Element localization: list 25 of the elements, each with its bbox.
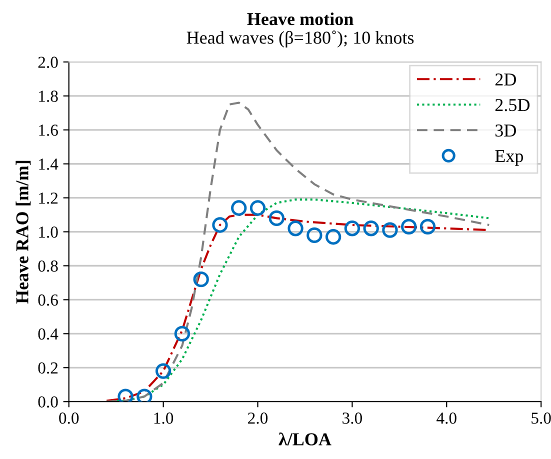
x-tick-label: 0.0 bbox=[59, 412, 79, 424]
y-tick-label: 1.4 bbox=[39, 158, 58, 170]
chart-subtitle: Head waves (β=180˚); 10 knots bbox=[186, 30, 414, 48]
x-axis-title: λ/LOA bbox=[278, 432, 332, 446]
y-tick-label: 0.4 bbox=[38, 328, 58, 340]
y-tick-label: 0.0 bbox=[38, 396, 58, 408]
x-tick-label: 3.0 bbox=[342, 412, 362, 424]
x-tick-label: 1.0 bbox=[154, 412, 174, 424]
legend-label: 2.5D bbox=[495, 98, 530, 112]
y-tick-label: 1.6 bbox=[39, 124, 58, 136]
chart-title: Heave motion bbox=[247, 12, 354, 26]
x-tick-label: 4.0 bbox=[436, 412, 456, 424]
x-tick-label: 5.0 bbox=[532, 412, 551, 424]
y-axis-title: Heave RAO [m/m] bbox=[16, 160, 31, 304]
y-tick-label: 0.8 bbox=[38, 260, 58, 272]
y-tick-label: 0.2 bbox=[38, 362, 58, 374]
y-tick-label: 1.2 bbox=[39, 192, 58, 204]
y-tick-label: 2.0 bbox=[38, 56, 58, 68]
y-tick-label: 1.8 bbox=[39, 90, 58, 102]
y-tick-label: 0.6 bbox=[38, 294, 58, 306]
legend-label: 3D bbox=[496, 124, 516, 137]
legend-label: Exp bbox=[495, 150, 524, 166]
y-tick-label: 1.0 bbox=[39, 226, 58, 238]
x-tick-label: 2.0 bbox=[248, 412, 268, 424]
legend-label: 2D bbox=[495, 73, 516, 86]
